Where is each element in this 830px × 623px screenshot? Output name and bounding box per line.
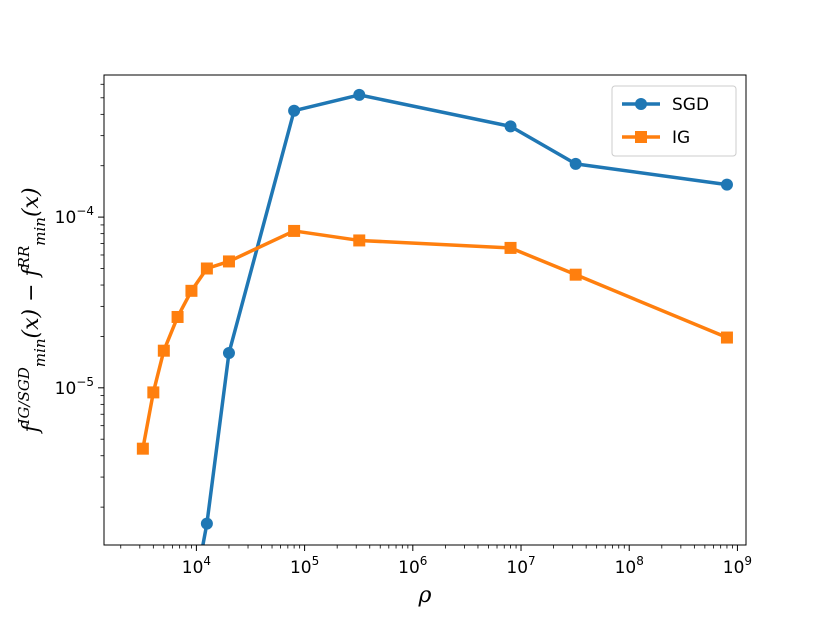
legend-label-ig: IG [672,128,690,148]
plot-frame [103,74,747,546]
legend-marker-ig [635,131,647,143]
data-point-ig-0 [136,442,149,455]
series-layer [136,88,733,545]
data-point-ig-1 [147,386,160,399]
data-point-sgd-1 [200,517,213,530]
x-tick-label: 109 [723,554,752,578]
y-label-part: (x) [19,187,44,217]
data-point-sgd-4 [353,88,366,101]
legend-label-sgd: SGD [672,95,709,115]
data-point-ig-9 [504,241,517,254]
legend: SGD IG [611,85,737,157]
x-tick-label: 107 [506,554,535,578]
y-label-part: IG/SGD [15,367,33,425]
series-line-sgd [201,93,728,545]
y-tick-label: 10−4 [55,204,94,228]
data-point-sgd-3 [288,104,301,117]
data-point-ig-2 [157,344,170,357]
tick-layer: 104 105 106 107 108 109 10−5 10−4 [55,83,752,578]
y-label-part: min [31,338,49,367]
series-line-ig [141,229,728,450]
x-tick-label: 106 [398,554,427,578]
data-point-ig-5 [200,262,213,275]
data-point-ig-3 [171,310,184,323]
y-label-part: (x) − [19,276,44,338]
y-label-part: min [31,217,49,246]
x-axis-label: ρ [418,583,432,608]
x-tick-label: 108 [615,554,644,578]
y-label-part: RR [15,246,33,270]
y-tick-label: 10−5 [55,375,94,399]
data-point-sgd-7 [720,178,733,191]
x-tick-label: 104 [182,554,211,578]
data-point-sgd-2 [222,346,235,359]
data-point-ig-8 [353,234,366,247]
data-point-sgd-5 [504,120,517,133]
data-point-sgd-6 [569,157,582,170]
data-point-ig-11 [720,331,733,344]
y-axis-label: fIG/SGDmin(x) − fRRmin(x) [15,187,49,434]
data-point-ig-10 [569,268,582,281]
data-point-ig-6 [222,255,235,268]
legend-marker-sgd [635,98,647,110]
x-tick-label: 105 [290,554,319,578]
data-point-ig-7 [288,224,301,237]
data-point-ig-4 [185,284,198,297]
